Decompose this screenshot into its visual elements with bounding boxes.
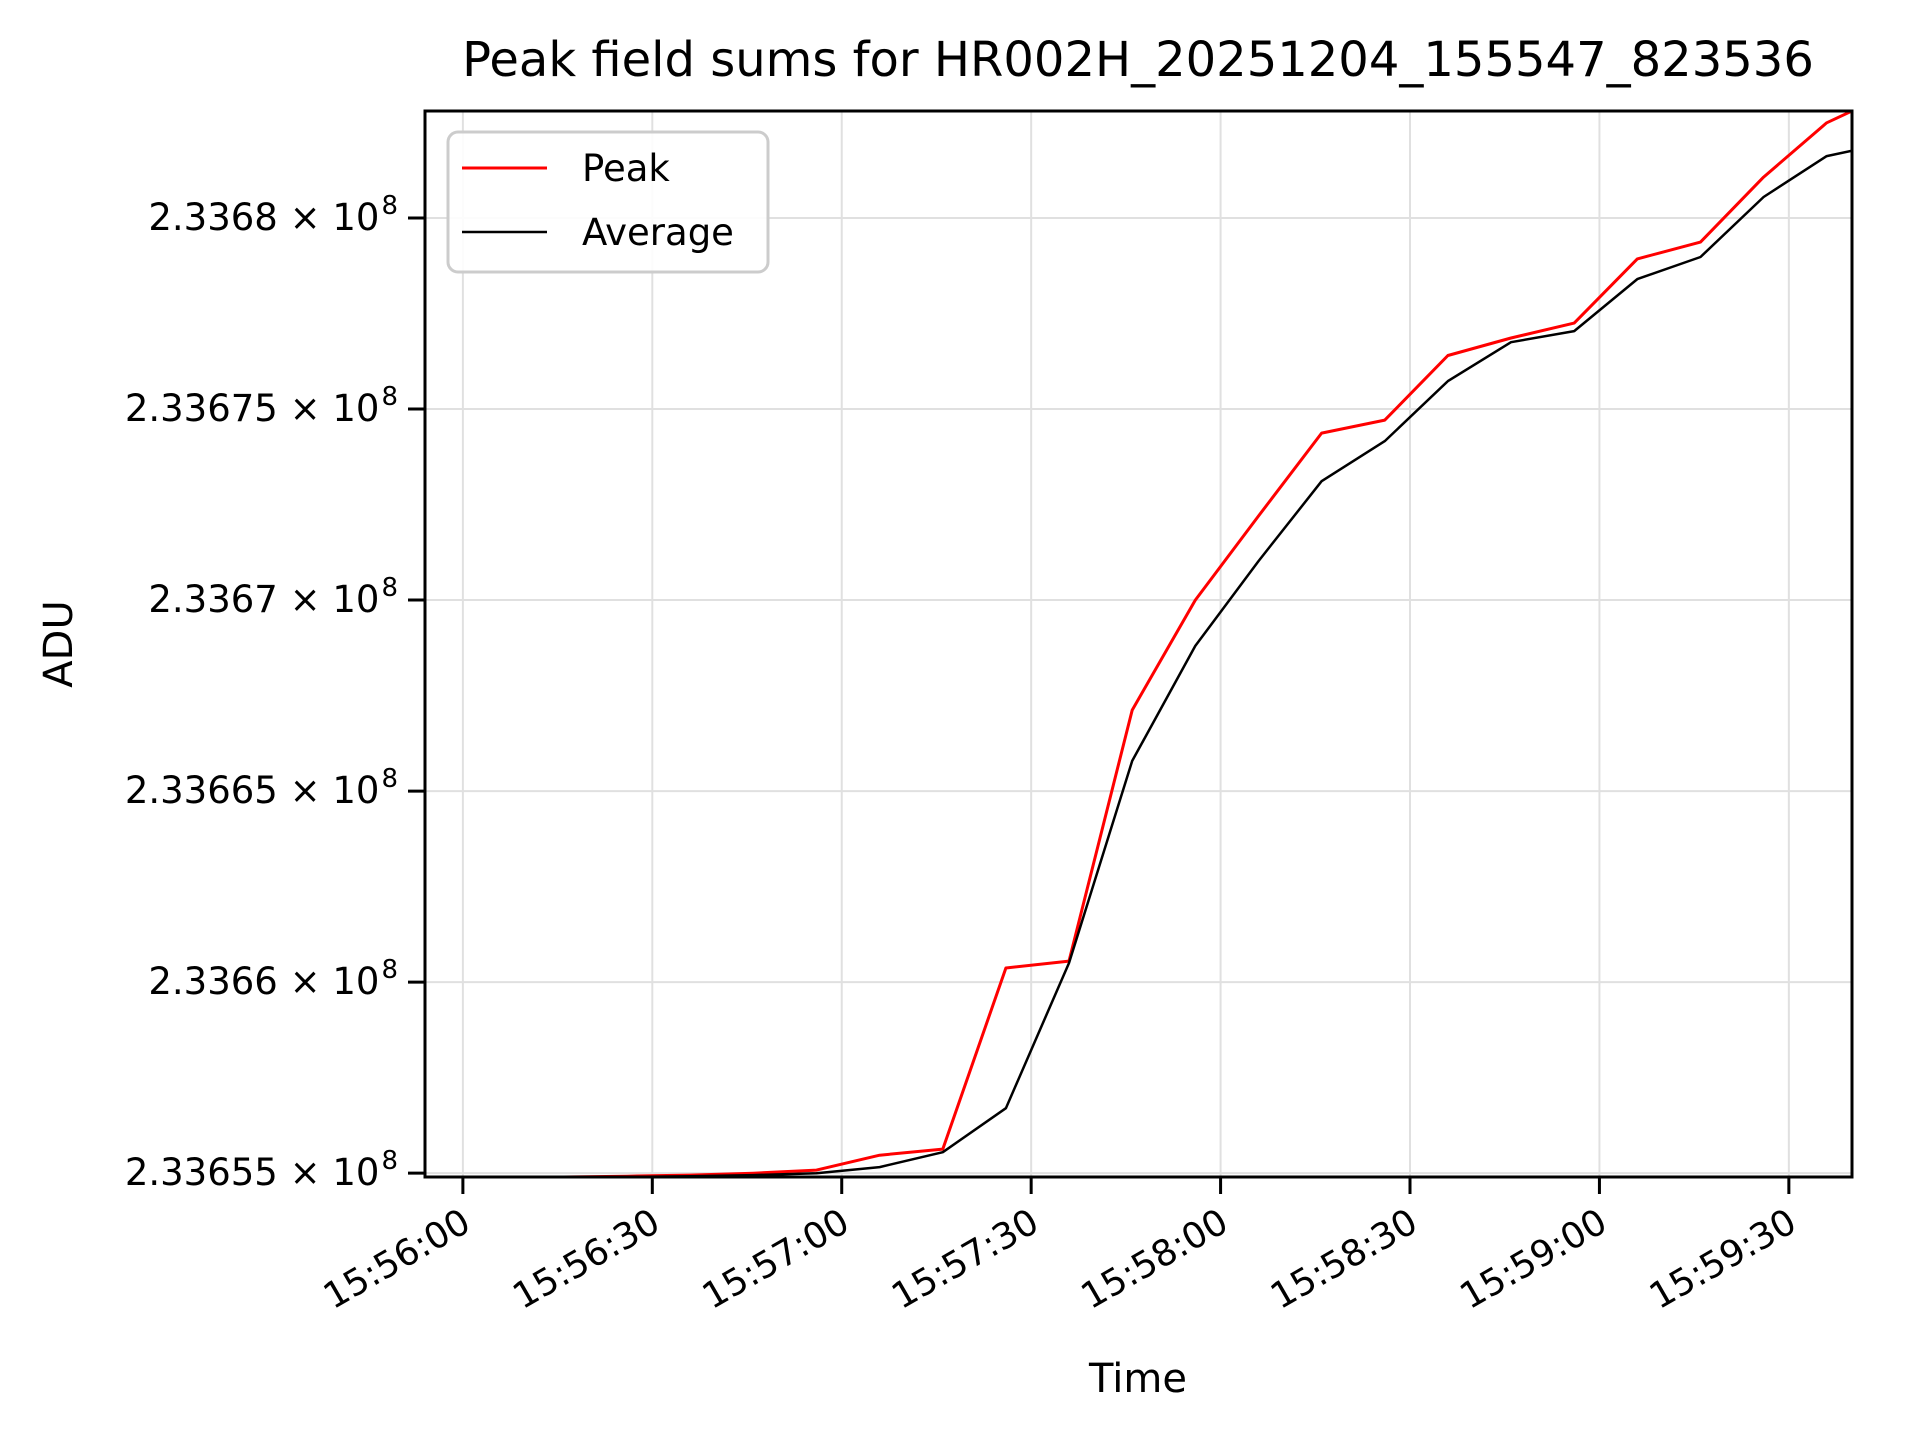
x-tick-label: 15:56:30 bbox=[506, 1201, 667, 1317]
y-tick-label: 2.33655 × 108 bbox=[125, 1146, 398, 1194]
chart-title: Peak field sums for HR002H_20251204_1555… bbox=[462, 32, 1814, 88]
series-line-average bbox=[425, 149, 1852, 1178]
y-tick-label: 2.3368 × 108 bbox=[148, 191, 398, 239]
axes-frame bbox=[423, 109, 1854, 1179]
y-tick-label: 2.3367 × 108 bbox=[148, 573, 398, 621]
x-tick-label: 15:56:00 bbox=[317, 1201, 478, 1317]
x-tick-label: 15:58:30 bbox=[1264, 1201, 1425, 1317]
legend: Peak Average bbox=[446, 130, 770, 274]
y-tick-label: 2.33675 × 108 bbox=[125, 382, 398, 430]
y-tick-label: 2.3366 × 108 bbox=[148, 955, 398, 1003]
x-tick-label: 15:59:00 bbox=[1453, 1201, 1614, 1317]
y-tick-label: 2.33665 × 108 bbox=[125, 764, 398, 812]
legend-label-peak: Peak bbox=[582, 147, 670, 190]
x-tick-label: 15:57:30 bbox=[885, 1201, 1046, 1317]
grid-layer bbox=[425, 111, 1852, 1177]
tick-layer: 15:56:00 15:56:30 15:57:00 15:57:30 15:58:00… bbox=[125, 191, 1804, 1318]
x-tick-label: 15:57:00 bbox=[696, 1201, 857, 1317]
x-axis-label: Time bbox=[1088, 1356, 1187, 1402]
y-axis-label: ADU bbox=[36, 600, 82, 687]
legend-label-average: Average bbox=[582, 211, 734, 254]
x-tick-label: 15:58:00 bbox=[1075, 1201, 1236, 1317]
x-tick-label: 15:59:30 bbox=[1643, 1201, 1804, 1317]
